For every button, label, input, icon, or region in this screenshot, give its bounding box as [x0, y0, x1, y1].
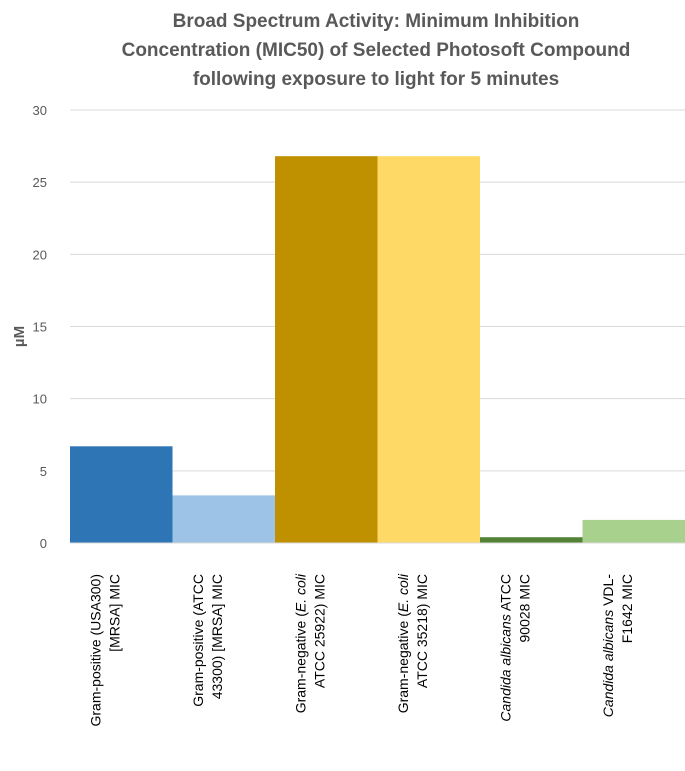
y-tick-label: 20 [33, 247, 47, 262]
y-tick-label: 30 [33, 103, 47, 118]
category-label-text: Gram-positive (USA300) [87, 574, 103, 727]
category-label: Gram-positive (ATCC 43300) [MRSA] MIC [190, 574, 225, 707]
category-label-text: Gram-negative ( [395, 612, 411, 713]
category-label-text: Candida albicans [497, 614, 513, 721]
category-label-text: Gram-positive (ATCC [190, 574, 206, 707]
category-label-text: ATCC 25922) MIC [311, 574, 327, 688]
category-label-text: E. coli [395, 573, 411, 612]
category-label: Gram-positive (USA300) [MRSA] MIC [87, 574, 122, 727]
y-tick-label: 25 [33, 175, 47, 190]
chart-title-line: Concentration (MIC50) of Selected Photos… [122, 40, 631, 61]
category-label: Candida albicans VDL- F1642 MIC [600, 574, 635, 718]
bar [582, 519, 685, 543]
bar [275, 156, 378, 544]
chart-title-line: following exposure to light for 5 minute… [193, 69, 559, 90]
bars [70, 156, 685, 544]
category-label-text: VDL- [600, 574, 616, 610]
y-tick-label: 10 [33, 392, 47, 407]
category-label-text: ATCC [497, 574, 513, 614]
category-label-text: F1642 MIC [619, 574, 635, 643]
category-label-text: 43300) [MRSA] MIC [209, 574, 225, 699]
category-label-line: 43300) [MRSA] MIC [209, 574, 225, 699]
category-label-line: F1642 MIC [619, 574, 635, 643]
category-label: Gram-negative (E. coli ATCC 25922) MIC [292, 573, 327, 713]
category-label-line: ATCC 25922) MIC [311, 574, 327, 688]
category-label-line: Gram-negative (E. coli [395, 573, 411, 713]
category-label-line: Gram-negative (E. coli [292, 573, 308, 713]
y-tick-label: 5 [40, 464, 47, 479]
category-label-text: Gram-negative ( [292, 612, 308, 713]
category-label-text: E. coli [292, 573, 308, 612]
y-tick-label: 15 [33, 320, 47, 335]
category-label-line: Gram-positive (ATCC [190, 574, 206, 707]
category-label-text: ATCC 35218) MIC [414, 574, 430, 688]
y-axis-label: µM [11, 326, 28, 347]
category-label-text: [MRSA] MIC [106, 574, 122, 652]
y-axis-ticks: 0 5 10 15 20 25 30 [33, 103, 47, 551]
bar [70, 446, 173, 543]
bar [172, 495, 275, 543]
category-labels: Gram-positive (USA300) [MRSA] MIC Gram-pos… [87, 573, 635, 726]
category-label: Gram-negative (E. coli ATCC 35218) MIC [395, 573, 430, 713]
category-label-line: ATCC 35218) MIC [414, 574, 430, 688]
chart-title-line: Broad Spectrum Activity: Minimum Inhibit… [173, 11, 580, 32]
category-label: Candida albicans ATCC 90028 MIC [497, 574, 532, 722]
category-label-line: [MRSA] MIC [106, 574, 122, 652]
category-label-line: Gram-positive (USA300) [87, 574, 103, 727]
bar [480, 537, 583, 543]
category-label-text: 90028 MIC [516, 574, 532, 642]
category-label-text: Candida albicans [600, 610, 616, 717]
bar [377, 156, 480, 544]
category-label-line: Candida albicans VDL- [600, 574, 616, 718]
category-label-line: 90028 MIC [516, 574, 532, 642]
chart-title: Broad Spectrum Activity: Minimum Inhibit… [122, 11, 631, 90]
y-tick-label: 0 [40, 536, 47, 551]
category-label-line: Candida albicans ATCC [497, 574, 513, 722]
